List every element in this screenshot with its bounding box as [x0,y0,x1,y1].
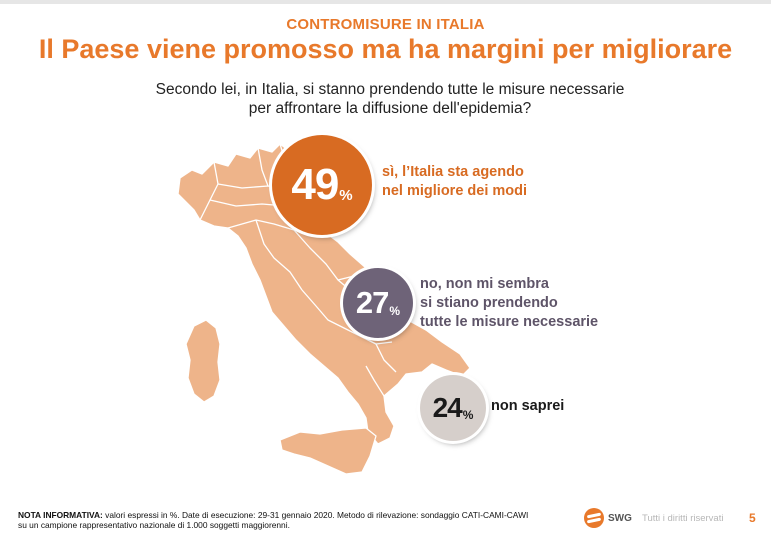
question-line-1: Secondo lei, in Italia, si stanno prende… [155,81,625,98]
result-label-no: no, non mi sembra si stiano prendendo tu… [420,275,598,332]
sardinia-shape [185,319,221,403]
result-label-yes: sì, l’Italia sta agendo nel migliore dei… [382,163,527,201]
result-bubble-yes: 49 % [272,135,372,235]
page-number: 5 [749,511,756,525]
result-label-yes-line-1: sì, l’Italia sta agendo [382,164,524,180]
footnote-text-2: su un campione rappresentativo nazionale… [18,520,290,530]
result-value-dont-know: 24 [432,392,463,423]
result-unit-no: % [389,304,401,318]
result-label-no-line-3: tutte le misure necessarie [420,314,599,330]
result-bubble-no: 27 % [343,268,413,338]
slide-title: Il Paese viene promosso ma ha margini pe… [38,34,733,64]
footnote-text-1: valori espressi in %. Date di esecuzione… [102,510,529,520]
result-value-no: 27 [355,285,389,320]
swg-logo: SWG [584,508,632,528]
sicily-shape [279,427,377,475]
top-divider [0,0,771,4]
result-label-no-line-1: no, non mi sembra [420,276,549,292]
question-line-2: per affrontare la diffusione dell'epidem… [248,100,532,117]
survey-question: Secondo lei, in Italia, si stanno prende… [60,80,720,118]
result-value-yes: 49 [291,160,339,209]
result-label-no-line-2: si stiano prendendo [420,295,558,311]
footnote: NOTA INFORMATIVA: valori espressi in %. … [18,510,578,530]
swg-logo-text: SWG [608,512,632,524]
swg-logo-icon [584,508,604,528]
result-label-dont-know-line-1: non saprei [491,398,565,414]
result-label-yes-line-2: nel migliore dei modi [382,183,528,199]
copyright-text: Tutti i diritti riservati [642,513,724,524]
result-bubble-dont-know: 24 % [420,375,486,441]
result-unit-dont-know: % [462,408,474,422]
result-label-dont-know: non saprei [491,397,564,416]
section-kicker: CONTROMISURE IN ITALIA [286,16,485,33]
footnote-label: NOTA INFORMATIVA: [18,510,103,520]
result-unit-yes: % [339,187,353,204]
